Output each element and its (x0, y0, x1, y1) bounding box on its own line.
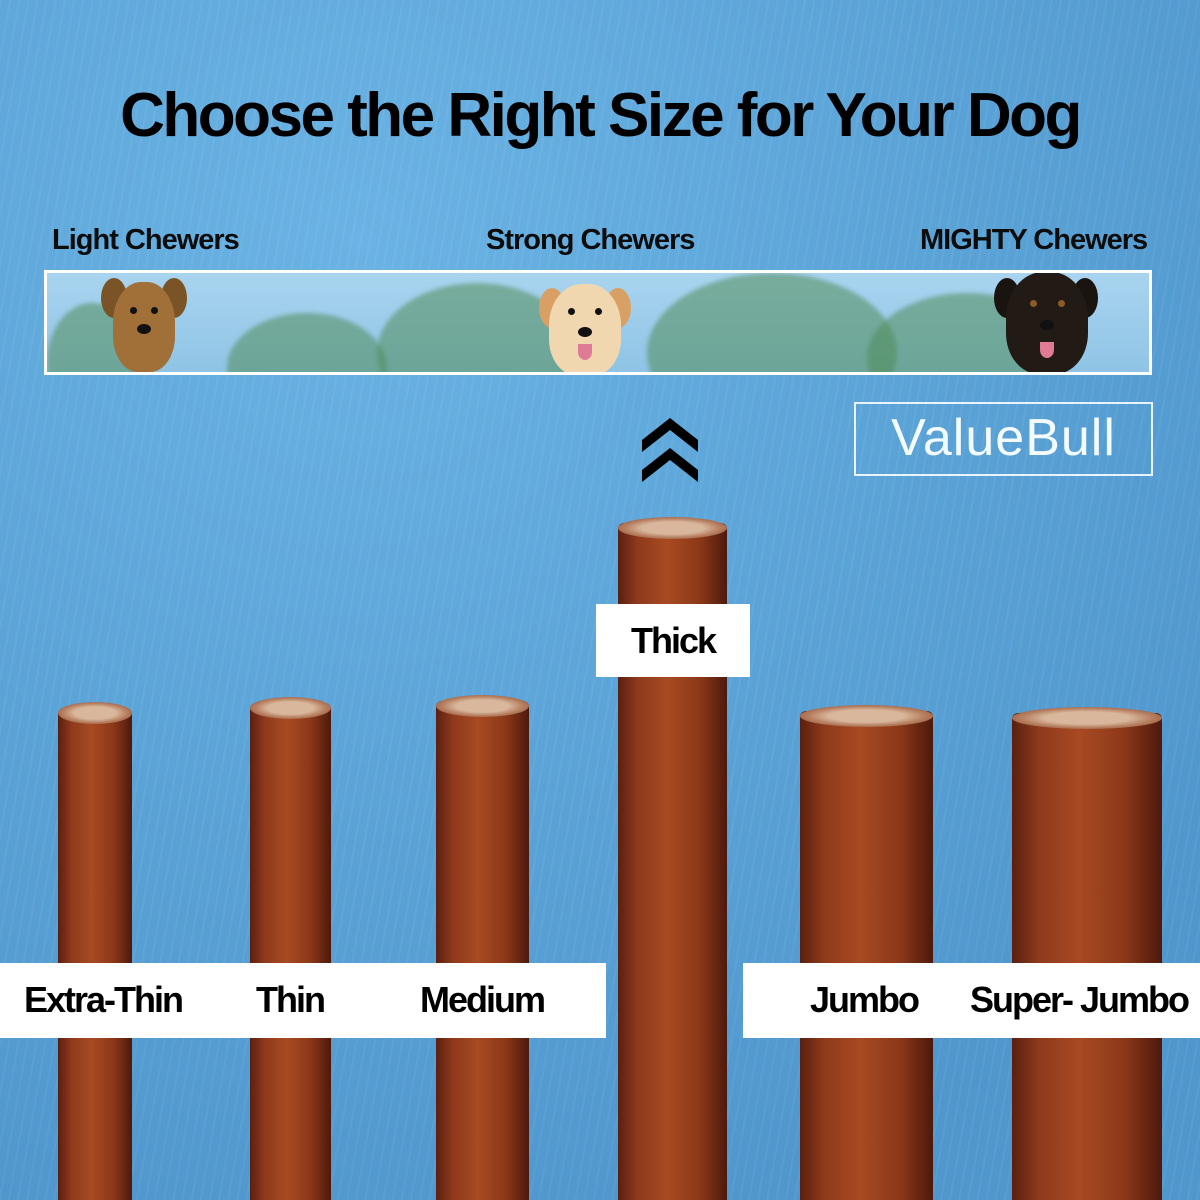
size-label-box-thick: Thick (596, 604, 750, 677)
double-chevron-up-icon (642, 418, 698, 482)
size-label-medium: Medium (419, 979, 546, 1020)
bully-stick-thin (250, 697, 331, 1200)
medium-dog-image (535, 282, 635, 372)
size-label-extra-thin: Extra-Thin (23, 979, 184, 1020)
valuebull-logo: ValueBull (854, 402, 1153, 476)
bully-stick-extra-thin (58, 702, 132, 1200)
mighty-chewers-label: MIGHTY Chewers (920, 224, 1148, 256)
page-title: Choose the Right Size for Your Dog (120, 81, 1082, 150)
size-label-jumbo: Jumbo (809, 979, 920, 1020)
light-chewers-label: Light Chewers (52, 224, 240, 256)
bully-stick-super-jumbo (1012, 707, 1162, 1200)
size-label-band-left (0, 963, 606, 1038)
strong-chewers-label: Strong Chewers (486, 224, 695, 256)
large-dog-image (992, 273, 1102, 372)
size-label-super-jumbo: Super- Jumbo (969, 979, 1190, 1020)
size-label-thick: Thick (630, 620, 717, 661)
size-label-band-right (743, 963, 1200, 1038)
bully-stick-medium (436, 695, 529, 1200)
bully-stick-jumbo (800, 705, 933, 1200)
small-dog-image (97, 273, 192, 372)
chewer-scale-banner (44, 270, 1152, 375)
size-label-thin: Thin (256, 979, 326, 1020)
